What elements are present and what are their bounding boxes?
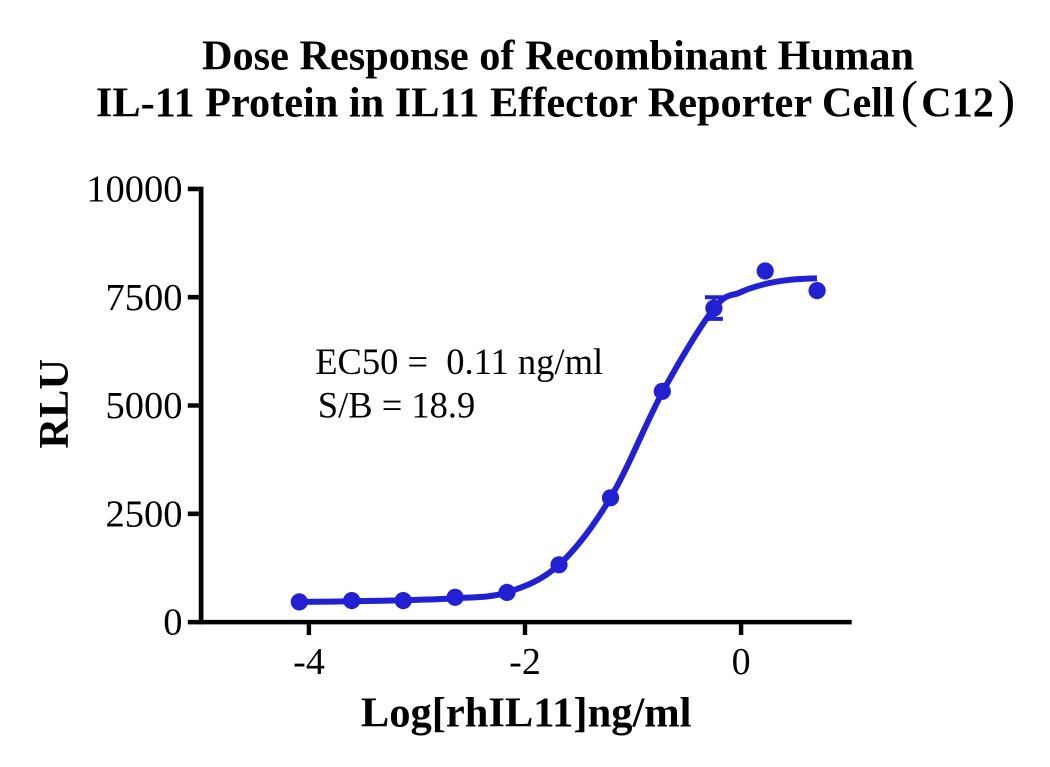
svg-text:S/B = 18.9: S/B = 18.9: [318, 385, 476, 426]
svg-text:2500: 2500: [106, 493, 183, 535]
svg-text:-2: -2: [509, 641, 541, 683]
svg-text:-4: -4: [293, 641, 325, 683]
svg-text:0: 0: [163, 602, 182, 644]
svg-text:5000: 5000: [106, 385, 183, 427]
svg-text:RLU: RLU: [31, 359, 78, 449]
svg-text:EC50 = 0.11 ng/ml: EC50 = 0.11 ng/ml: [315, 341, 603, 382]
svg-text:IL-11 Protein in IL11 Effector: IL-11 Protein in IL11 Effector Reporter …: [96, 72, 1015, 129]
svg-text:Log[rhIL11]ng/ml: Log[rhIL11]ng/ml: [361, 689, 692, 736]
svg-text:10000: 10000: [86, 169, 182, 211]
svg-text:Dose Response of Recombinant H: Dose Response of Recombinant Human: [202, 32, 914, 79]
svg-text:7500: 7500: [106, 277, 183, 319]
svg-text:0: 0: [732, 641, 751, 683]
